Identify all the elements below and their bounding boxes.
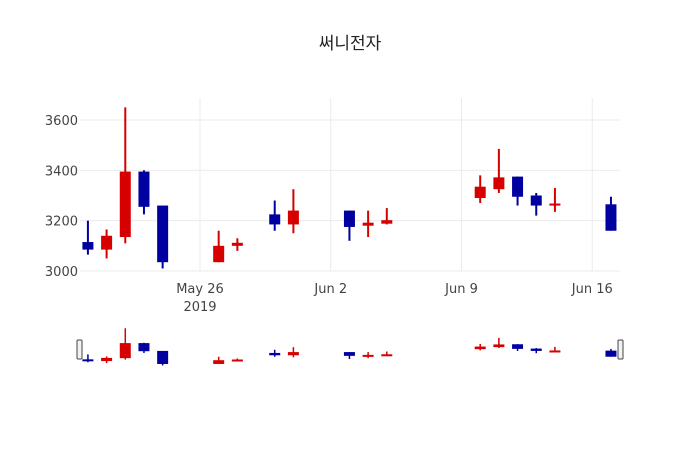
candle[interactable] [474,175,486,204]
slider-candle [512,344,524,351]
slider-candle [82,354,94,363]
slider-candle [213,356,225,364]
y-tick-label: 3400 [45,164,78,179]
slider-candle [474,343,486,351]
x-axis-ticks: May 26 2019 Jun 2 Jun 9 Jun 16 [176,282,613,315]
candle[interactable] [343,210,355,241]
candle[interactable] [605,196,617,231]
slider-candle [381,351,393,357]
slider-candle [231,358,243,362]
grid-lines [80,98,620,272]
x-tick-label: Jun 9 [444,282,478,297]
candle[interactable] [493,148,505,193]
x-tick-year-label: 2019 [183,300,216,315]
candle[interactable] [549,187,561,212]
chart-title: 써니전자 [319,34,382,54]
candle[interactable] [82,220,94,255]
range-slider-candles [82,328,617,366]
slider-candle [343,352,355,360]
candle[interactable] [157,205,169,269]
slider-candle [138,342,150,353]
candle[interactable] [512,176,524,206]
range-slider-right-handle[interactable] [617,339,624,360]
candle[interactable] [138,170,150,215]
slider-candle [287,347,299,358]
y-tick-label: 3000 [45,265,78,280]
candle[interactable] [287,189,299,234]
slider-candle [530,348,542,354]
y-tick-label: 3600 [45,114,78,129]
slider-candle [157,350,169,366]
y-tick-label: 3200 [45,215,78,230]
slider-candle [549,346,561,353]
x-tick-label: Jun 2 [313,282,347,297]
candle[interactable] [119,107,131,244]
candle[interactable] [231,238,243,251]
candles-main[interactable] [82,107,617,269]
slider-candle [493,337,505,349]
x-tick-label: Jun 16 [571,282,613,297]
slider-candle [269,349,281,357]
x-tick-label: May 26 [176,282,224,297]
slider-candle [101,356,113,364]
slider-candle [362,352,374,359]
candle[interactable] [381,208,393,225]
y-axis-ticks: 3000 3200 3400 3600 [45,114,78,280]
candle[interactable] [362,210,374,238]
candle[interactable] [101,229,113,259]
candle[interactable] [530,192,542,216]
slider-candle [119,328,131,360]
range-slider-left-handle[interactable] [76,339,83,360]
candle[interactable] [269,200,281,231]
slider-candle [605,348,617,357]
candle[interactable] [213,230,225,263]
range-slider[interactable] [76,328,624,366]
